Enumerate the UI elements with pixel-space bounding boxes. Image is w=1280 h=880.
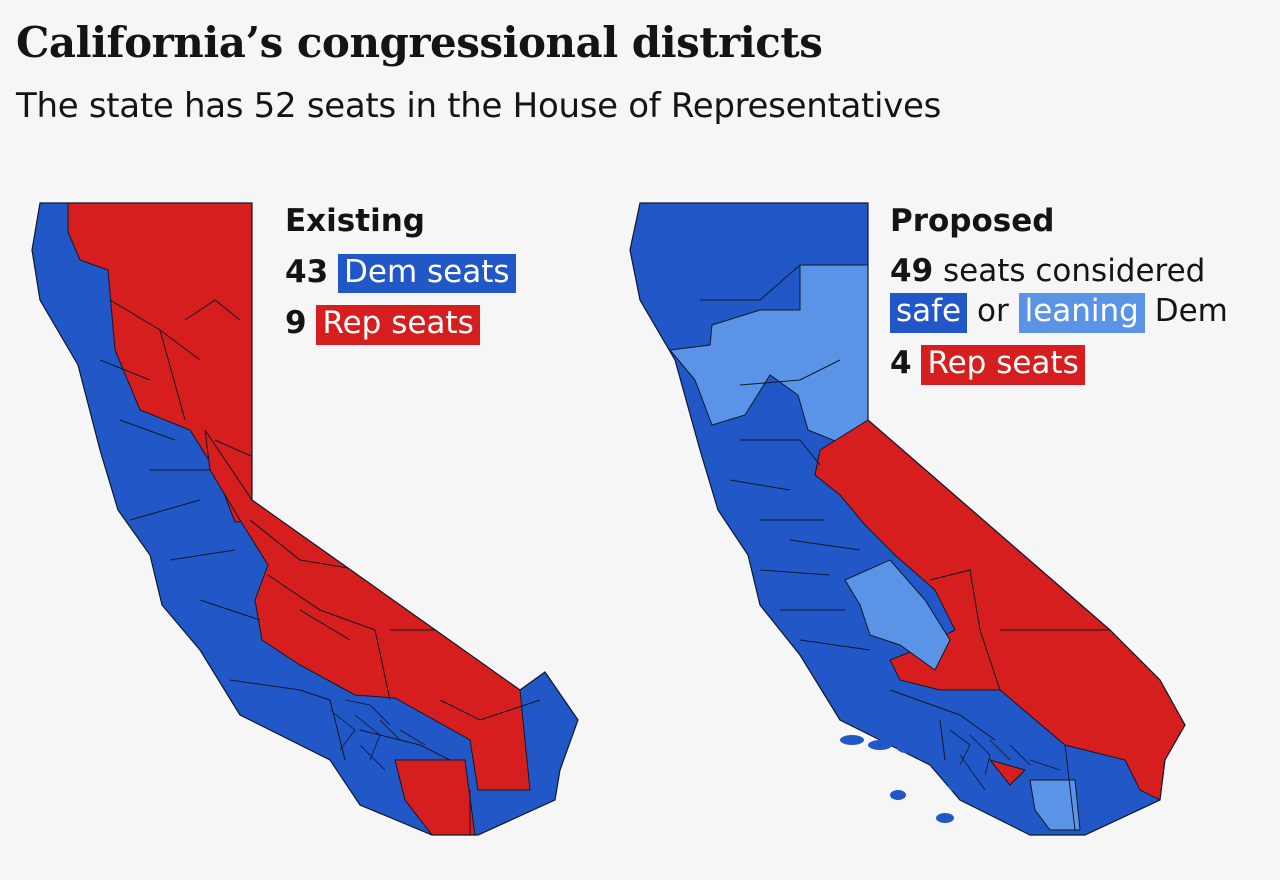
chart-title: California’s congressional districts: [16, 18, 823, 67]
leaning-chip: leaning: [1018, 293, 1145, 333]
rep-count-existing: 9: [285, 305, 307, 342]
rep-seats-chip-proposed: Rep seats: [921, 344, 1085, 385]
rep-count-proposed: 4: [890, 344, 912, 381]
chart-subtitle: The state has 52 seats in the House of R…: [16, 86, 942, 126]
legend-row-dem-proposed: 49 seats considered: [890, 252, 1228, 290]
legend-row-dem-existing: 43 Dem seats: [285, 253, 516, 294]
legend-existing: Existing 43 Dem seats 9 Rep seats: [285, 203, 516, 357]
safe-chip: safe: [890, 293, 968, 333]
dem-text-proposed: seats considered: [943, 252, 1206, 289]
channel-islands: [840, 735, 968, 823]
legend-heading-existing: Existing: [285, 203, 425, 239]
leaning-district-central-proposed: [844, 559, 951, 671]
rep-seats-chip-existing: Rep seats: [316, 305, 480, 345]
legend-row-rep-existing: 9 Rep seats: [285, 305, 516, 345]
map-existing: [31, 202, 579, 836]
dem-suffix: Dem: [1154, 293, 1228, 330]
or-text: or: [977, 293, 1009, 330]
dem-seats-chip: Dem seats: [338, 253, 516, 294]
legend-row-dem-types: safe or leaning Dem: [890, 293, 1228, 333]
leaning-district-south-proposed: [1029, 779, 1081, 831]
legend-heading-proposed: Proposed: [890, 203, 1055, 239]
dem-count-proposed: 49: [890, 252, 934, 289]
legend-row-rep-proposed: 4 Rep seats: [890, 344, 1228, 385]
rep-district-south-existing: [394, 759, 476, 835]
dem-count-existing: 43: [285, 253, 329, 290]
map-proposed: [629, 202, 1186, 836]
rep-district-south-proposed: [988, 759, 1026, 786]
legend-proposed: Proposed 49 seats considered safe or lea…: [890, 203, 1228, 397]
